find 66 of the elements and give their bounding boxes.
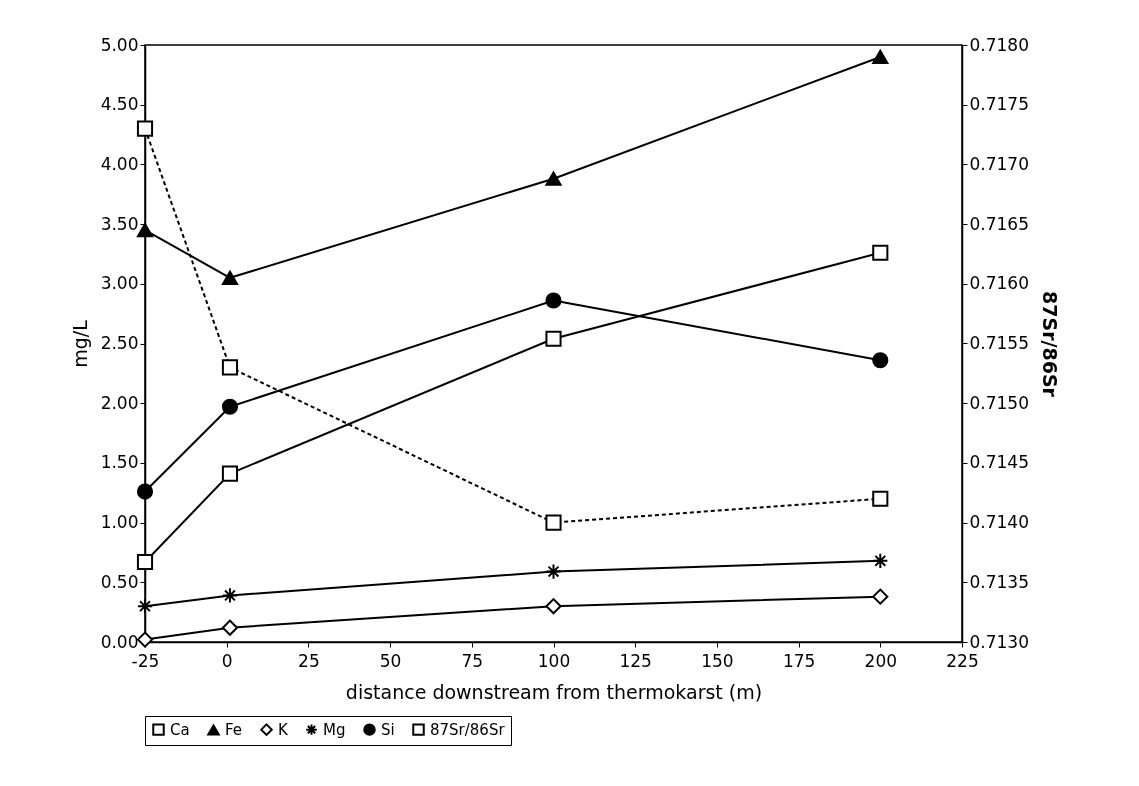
y-tick-label: 3.00 bbox=[100, 273, 139, 294]
point bbox=[221, 270, 239, 285]
legend-label: Fe bbox=[225, 720, 243, 739]
legend-label: Ca bbox=[170, 720, 190, 739]
point bbox=[221, 587, 239, 604]
point bbox=[221, 398, 239, 415]
y2-tick-label: 0.7150 bbox=[969, 392, 1029, 413]
y-tick-label: 5.00 bbox=[100, 34, 139, 55]
point bbox=[136, 631, 154, 648]
point bbox=[545, 514, 562, 531]
y2-tick-label: 0.7130 bbox=[969, 631, 1029, 652]
y-tick-label: 1.50 bbox=[100, 452, 139, 473]
y-tick-label: 2.00 bbox=[100, 392, 139, 413]
y-tick-label: 3.50 bbox=[100, 213, 139, 234]
point bbox=[872, 552, 889, 569]
y-tick-label: 4.50 bbox=[100, 94, 139, 115]
y2-tick-label: 0.7180 bbox=[969, 34, 1029, 55]
point bbox=[136, 483, 154, 500]
x-tick-label: 200 bbox=[864, 650, 898, 671]
y2-tick-label: 0.7160 bbox=[969, 273, 1029, 294]
y2-tick-label: 0.7145 bbox=[969, 452, 1029, 473]
legend-label: K bbox=[278, 720, 289, 739]
y2-tick-label: 0.7135 bbox=[969, 571, 1029, 592]
x-axis-title: distance downstream from thermokarst (m) bbox=[345, 680, 763, 703]
point bbox=[872, 49, 889, 65]
point bbox=[136, 598, 154, 615]
x-tick-label: 75 bbox=[461, 650, 484, 671]
x-tick-label: 100 bbox=[537, 650, 571, 671]
y-tick-label: 0.00 bbox=[100, 631, 139, 652]
legend-label: 87Sr/86Sr bbox=[430, 720, 506, 739]
y2-tick-label: 0.7140 bbox=[969, 512, 1029, 533]
point bbox=[545, 171, 562, 186]
point bbox=[545, 292, 562, 309]
point bbox=[872, 588, 889, 605]
point bbox=[136, 222, 154, 238]
legend-label: Mg bbox=[323, 720, 346, 739]
point bbox=[545, 563, 562, 580]
y2-tick-label: 0.7165 bbox=[969, 213, 1029, 234]
legend-label: Si bbox=[381, 720, 395, 739]
y-tick-label: 1.00 bbox=[100, 512, 139, 533]
point bbox=[872, 490, 889, 507]
y-tick-label: 2.50 bbox=[100, 333, 139, 353]
point bbox=[221, 359, 239, 376]
x-tick-label: 0 bbox=[221, 650, 233, 671]
point bbox=[221, 619, 239, 636]
y2-tick-label: 0.7175 bbox=[969, 94, 1029, 115]
y-axis-title: mg/L bbox=[68, 319, 91, 368]
point bbox=[545, 330, 562, 347]
point bbox=[136, 553, 154, 571]
point bbox=[136, 120, 154, 137]
point bbox=[872, 244, 889, 261]
point bbox=[221, 465, 239, 482]
y2-axis-title: 87Sr/86Sr bbox=[1038, 291, 1061, 398]
x-tick-label: 25 bbox=[298, 650, 320, 671]
point bbox=[872, 352, 889, 369]
x-tick-label: -25 bbox=[131, 650, 160, 671]
point bbox=[545, 598, 562, 615]
y2-tick-label: 0.7170 bbox=[969, 153, 1029, 174]
x-tick-label: 175 bbox=[782, 650, 816, 671]
y-tick-label: 4.00 bbox=[100, 153, 139, 174]
x-tick-label: 150 bbox=[701, 650, 734, 671]
x-tick-label: 50 bbox=[379, 650, 402, 671]
y-tick-label: 0.50 bbox=[100, 571, 139, 592]
x-tick-label: 125 bbox=[619, 650, 652, 671]
y2-tick-label: 0.7155 bbox=[969, 333, 1029, 353]
x-tick-label: 225 bbox=[946, 650, 979, 671]
